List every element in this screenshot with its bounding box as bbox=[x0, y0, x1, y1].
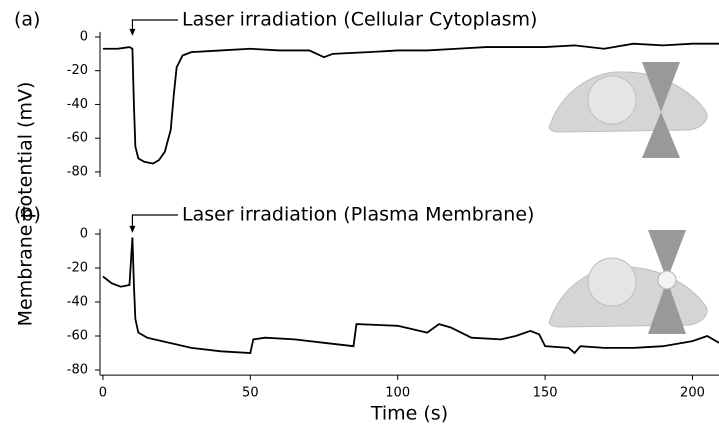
cell-illustration bbox=[548, 230, 708, 334]
x-tick-label: 100 bbox=[385, 386, 410, 401]
y-tick-label: -20 bbox=[67, 63, 88, 78]
y-axis-label: Membrane potential (mV) bbox=[15, 82, 37, 327]
y-tick-label: -80 bbox=[67, 363, 88, 378]
y-tick-label: -60 bbox=[67, 329, 88, 344]
y-tick-label: -80 bbox=[67, 164, 88, 179]
x-tick-label: 0 bbox=[99, 386, 107, 401]
annotation: Laser irradiation (Cellular Cytoplasm) bbox=[182, 9, 537, 31]
y-tick-label: -40 bbox=[67, 97, 88, 112]
x-tick-label: 150 bbox=[533, 386, 558, 401]
y-tick-label: -20 bbox=[67, 261, 88, 276]
panel-label: (b) bbox=[14, 204, 41, 226]
annotation: Laser irradiation (Plasma Membrane) bbox=[182, 204, 534, 226]
x-tick-label: 50 bbox=[242, 386, 259, 401]
trace bbox=[102, 42, 719, 165]
arrowhead bbox=[129, 28, 136, 36]
arrowhead bbox=[129, 225, 136, 233]
y-tick-label: -40 bbox=[67, 295, 88, 310]
annotation-arrow bbox=[131, 214, 178, 231]
x-tick-label: 200 bbox=[680, 386, 705, 401]
annotation-arrow bbox=[131, 19, 178, 34]
y-tick-label: -60 bbox=[67, 131, 88, 146]
y-tick-label: 0 bbox=[80, 227, 88, 242]
x-axis-label: Time (s) bbox=[370, 403, 448, 425]
cell-illustration bbox=[548, 62, 708, 158]
panel-label: (a) bbox=[14, 9, 40, 31]
y-tick-label: 0 bbox=[80, 29, 88, 44]
trace bbox=[102, 237, 719, 355]
